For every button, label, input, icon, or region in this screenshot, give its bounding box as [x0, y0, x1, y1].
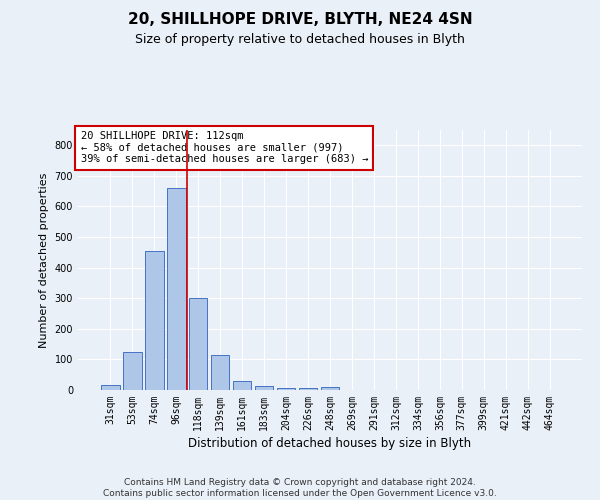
Text: 20 SHILLHOPE DRIVE: 112sqm
← 58% of detached houses are smaller (997)
39% of sem: 20 SHILLHOPE DRIVE: 112sqm ← 58% of deta… [80, 132, 368, 164]
Bar [320, 387, 340, 390]
Bar [167, 188, 185, 390]
Bar [299, 388, 317, 390]
Text: 20, SHILLHOPE DRIVE, BLYTH, NE24 4SN: 20, SHILLHOPE DRIVE, BLYTH, NE24 4SN [128, 12, 472, 28]
Bar [123, 352, 142, 390]
Bar [211, 355, 229, 390]
X-axis label: Distribution of detached houses by size in Blyth: Distribution of detached houses by size … [188, 437, 472, 450]
Text: Contains HM Land Registry data © Crown copyright and database right 2024.
Contai: Contains HM Land Registry data © Crown c… [103, 478, 497, 498]
Bar [145, 251, 164, 390]
Y-axis label: Number of detached properties: Number of detached properties [39, 172, 49, 348]
Bar [277, 388, 295, 390]
Bar [101, 386, 119, 390]
Text: Size of property relative to detached houses in Blyth: Size of property relative to detached ho… [135, 32, 465, 46]
Bar [189, 298, 208, 390]
Bar [233, 381, 251, 390]
Bar [255, 386, 274, 390]
